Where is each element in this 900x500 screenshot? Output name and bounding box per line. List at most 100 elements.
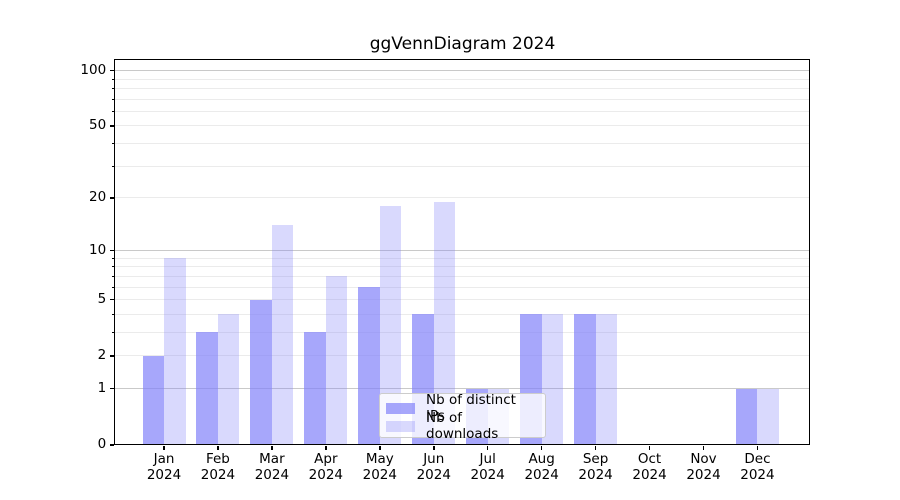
bar-distinct-ips-feb <box>196 332 218 445</box>
y-minor-tick <box>111 87 115 89</box>
y-minor-tick <box>111 125 115 127</box>
x-tick <box>540 445 543 451</box>
gridline-minor <box>114 110 810 112</box>
x-tick <box>432 445 435 451</box>
y-tick-label: 5 <box>97 291 107 308</box>
gridline-major <box>114 70 810 72</box>
gridline-minor <box>114 78 810 80</box>
x-tick-year: 2024 <box>740 466 775 483</box>
legend-swatch-downloads <box>386 420 415 432</box>
gridline-minor <box>114 286 810 288</box>
x-tick <box>379 445 381 451</box>
x-tick-month: Mar <box>259 451 285 468</box>
bar-downloads-apr <box>325 276 348 445</box>
x-tick-label-dec: Dec 2024 <box>740 451 775 483</box>
x-tick <box>271 445 273 451</box>
y-tick-label: 0 <box>97 436 107 453</box>
y-minor-tick <box>111 299 115 301</box>
x-tick-year: 2024 <box>578 466 613 483</box>
x-tick-label-feb: Feb 2024 <box>200 451 236 483</box>
x-tick-month: Jul <box>479 451 496 468</box>
y-tick <box>109 444 115 446</box>
gridline-minor <box>114 266 810 268</box>
x-tick <box>594 445 597 451</box>
x-tick-month: Jan <box>153 451 175 468</box>
bar-downloads-may <box>379 206 402 445</box>
x-tick-month: Oct <box>637 451 662 468</box>
x-tick <box>325 445 327 451</box>
bar-downloads-dec <box>757 388 779 445</box>
y-minor-tick <box>111 257 115 259</box>
legend-label-distinct-ips: Nb of distinct IPs <box>426 392 516 424</box>
x-tick-label-apr: Apr 2024 <box>308 451 344 483</box>
x-tick <box>756 445 759 451</box>
bar-distinct-ips-may <box>358 287 380 445</box>
gridline-minor <box>114 355 810 357</box>
y-minor-tick <box>111 143 115 145</box>
gridline-minor <box>114 313 810 315</box>
gridline-minor <box>114 275 810 277</box>
legend-item-downloads: Nb of downloads <box>386 410 536 442</box>
y-minor-tick <box>111 331 115 333</box>
bar-downloads-jan <box>164 258 186 445</box>
gridline-minor <box>114 299 810 301</box>
x-tick <box>486 445 489 451</box>
y-tick <box>109 69 115 72</box>
y-minor-tick <box>111 266 115 268</box>
y-minor-tick <box>111 355 115 357</box>
x-tick-month: May <box>365 451 394 468</box>
x-tick-label-nov: Nov 2024 <box>686 451 721 483</box>
x-tick-label-jul: Jul 2024 <box>470 451 505 483</box>
gridline-minor <box>114 143 810 145</box>
x-tick-year: 2024 <box>308 466 344 483</box>
x-tick <box>217 445 219 451</box>
x-tick-year: 2024 <box>362 466 397 483</box>
y-tick-label: 10 <box>89 241 107 258</box>
gridline-minor <box>114 87 810 89</box>
bar-downloads-sep <box>595 314 618 445</box>
x-tick-year: 2024 <box>200 466 236 483</box>
y-tick <box>109 387 115 390</box>
x-tick-month: Jun <box>423 451 445 468</box>
y-minor-tick <box>111 197 115 199</box>
y-minor-tick <box>111 275 115 277</box>
gridline-minor <box>114 165 810 167</box>
gridline-minor <box>114 257 810 259</box>
gridline-minor <box>114 125 810 127</box>
legend-item-distinct-ips: Nb of distinct IPs <box>386 392 536 424</box>
x-tick-label-aug: Aug 2024 <box>524 451 559 483</box>
gridline-major <box>114 249 810 251</box>
x-tick-year: 2024 <box>632 466 667 483</box>
bar-distinct-ips-dec <box>735 388 758 445</box>
bar-downloads-aug <box>541 314 564 445</box>
y-tick-label: 2 <box>97 347 107 364</box>
legend-label-downloads: Nb of downloads <box>426 410 499 442</box>
legend-swatch-distinct-ips <box>386 402 415 414</box>
x-tick-month: Sep <box>582 451 609 468</box>
y-minor-tick <box>111 98 115 100</box>
y-tick <box>109 249 115 252</box>
chart-title: ggVennDiagram 2024 <box>369 34 556 54</box>
x-tick-year: 2024 <box>524 466 559 483</box>
y-minor-tick <box>111 286 115 288</box>
bar-downloads-mar <box>271 225 294 445</box>
y-minor-tick <box>111 313 115 315</box>
x-tick-label-sep: Sep 2024 <box>578 451 613 483</box>
y-tick-label: 1 <box>97 380 107 397</box>
bar-downloads-jun <box>433 201 456 445</box>
x-tick <box>648 445 651 451</box>
y-minor-tick <box>111 78 115 80</box>
x-tick-label-mar: Mar 2024 <box>255 451 289 483</box>
gridline-minor <box>114 331 810 333</box>
y-minor-tick <box>111 165 115 167</box>
y-minor-tick <box>111 110 115 112</box>
legend: Nb of distinct IPs Nb of downloads <box>379 392 546 442</box>
x-tick-year: 2024 <box>416 466 451 483</box>
x-tick <box>163 445 165 451</box>
bar-distinct-ips-jan <box>142 355 164 445</box>
x-tick-year: 2024 <box>470 466 505 483</box>
gridline-minor <box>114 98 810 100</box>
bar-distinct-ips-apr <box>304 332 326 445</box>
x-tick-year: 2024 <box>686 466 721 483</box>
